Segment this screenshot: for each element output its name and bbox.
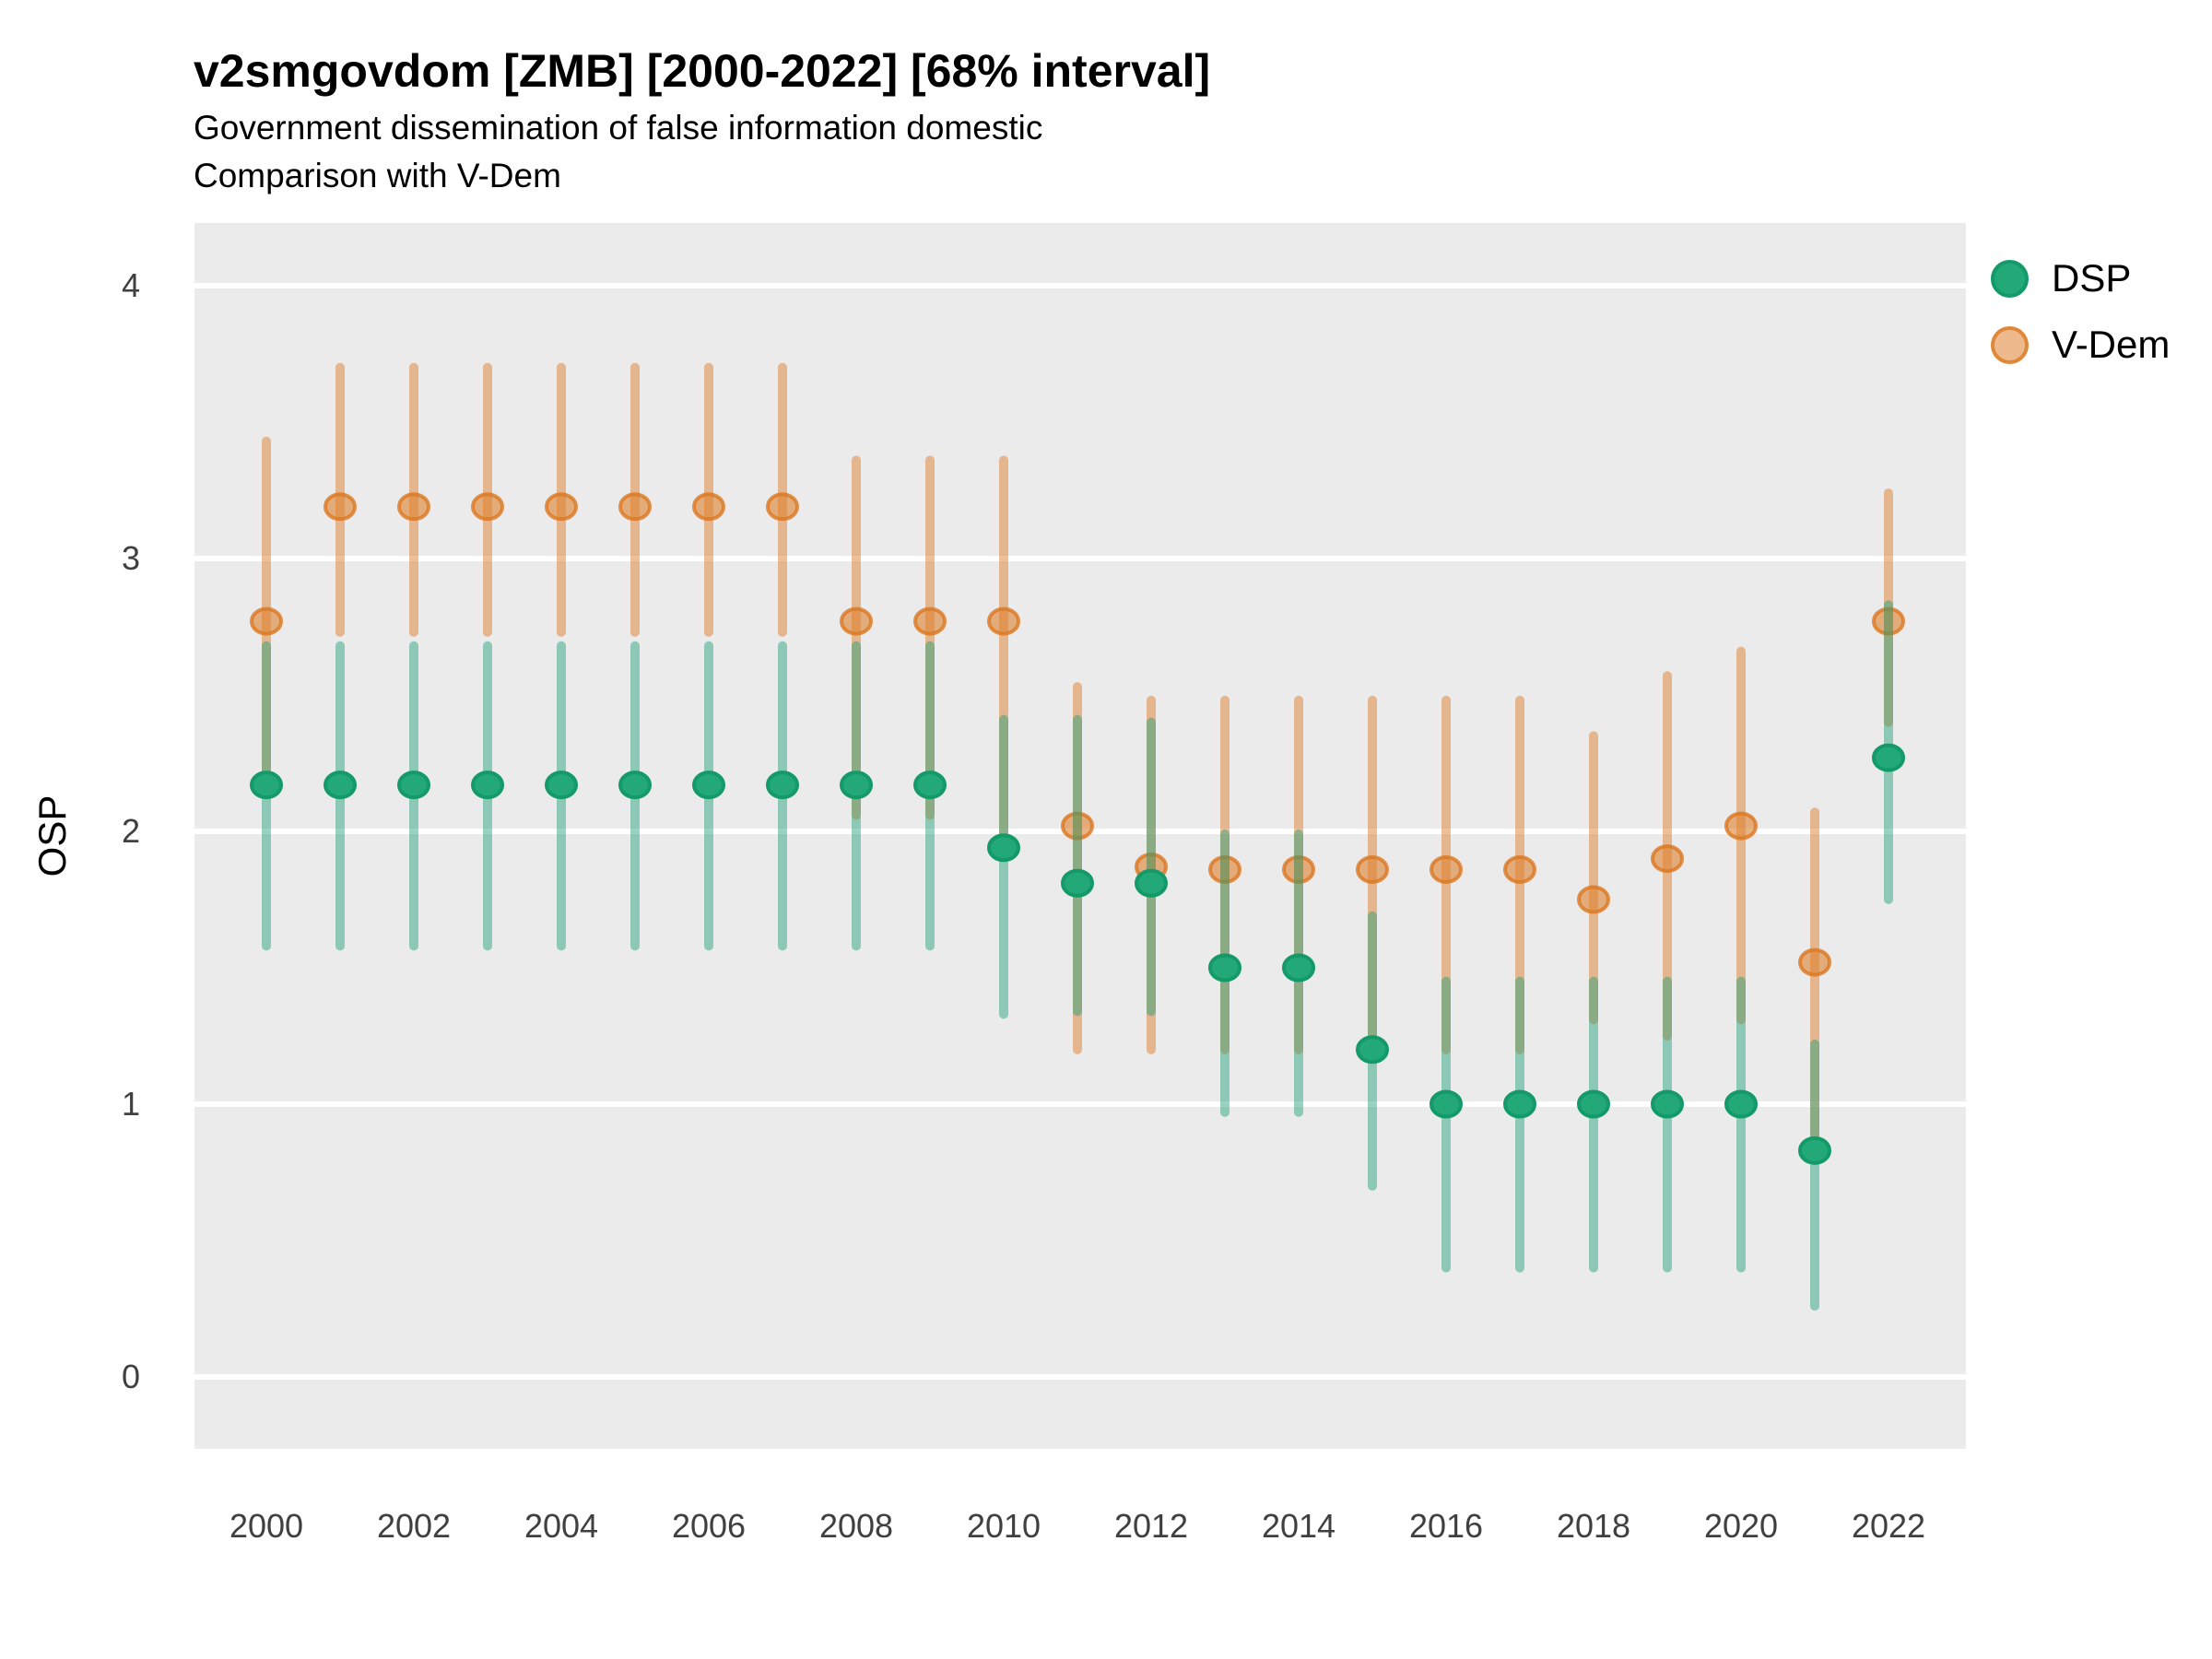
dsp-point-2002 (397, 771, 430, 800)
legend: DSP V-Dem (1991, 256, 2170, 389)
vdem-point-2015 (1356, 854, 1389, 884)
vdem-point-2004 (545, 492, 578, 522)
vdem-point-2008 (840, 606, 873, 636)
x-tick-label-2014: 2014 (1262, 1507, 1335, 1545)
vdem-point-2019 (1651, 844, 1684, 874)
dsp-point-2007 (766, 771, 799, 800)
vdem-point-2017 (1503, 854, 1536, 884)
x-tick-label-2004: 2004 (524, 1507, 598, 1545)
dsp-point-2010 (987, 833, 1020, 863)
dsp-point-2021 (1798, 1135, 1831, 1165)
x-tick-label-2000: 2000 (229, 1507, 303, 1545)
vdem-point-2018 (1577, 885, 1610, 914)
y-tick-label-1: 1 (122, 1085, 140, 1123)
dsp-point-2009 (913, 771, 947, 800)
vdem-point-2006 (692, 492, 725, 522)
chart-title: v2smgovdom [ZMB] [2000-2022] [68% interv… (194, 45, 1211, 97)
vdem-point-2014 (1282, 854, 1315, 884)
vdem-point-2016 (1430, 854, 1463, 884)
y-tick-label-3: 3 (122, 539, 140, 577)
vdem-point-2020 (1724, 811, 1758, 841)
x-tick-label-2002: 2002 (377, 1507, 451, 1545)
vdem-point-2003 (471, 492, 504, 522)
dsp-point-2005 (618, 771, 652, 800)
legend-label-vdem: V-Dem (2052, 323, 2171, 366)
dsp-point-2019 (1651, 1089, 1684, 1119)
dsp-point-2013 (1208, 953, 1241, 982)
dsp-point-2008 (840, 771, 873, 800)
vdem-point-icon (1991, 325, 2029, 364)
dsp-point-2003 (471, 771, 504, 800)
legend-item-dsp: DSP (1991, 256, 2170, 300)
dsp-point-2016 (1430, 1089, 1463, 1119)
dsp-point-2011 (1061, 868, 1094, 898)
vdem-point-2005 (618, 492, 652, 522)
vdem-point-2022 (1872, 606, 1905, 636)
dsp-point-2022 (1872, 743, 1905, 772)
vdem-point-2001 (324, 492, 357, 522)
y-tick-label-2: 2 (122, 812, 140, 850)
vdem-point-2021 (1798, 947, 1831, 977)
dsp-point-2020 (1724, 1089, 1758, 1119)
dsp-point-icon (1991, 259, 2029, 298)
x-tick-label-2010: 2010 (967, 1507, 1041, 1545)
y-tick-label-4: 4 (122, 266, 140, 304)
x-tick-label-2020: 2020 (1704, 1507, 1778, 1545)
x-tick-label-2018: 2018 (1557, 1507, 1630, 1545)
vdem-point-2013 (1208, 854, 1241, 884)
vdem-point-2002 (397, 492, 430, 522)
vdem-point-2009 (913, 606, 947, 636)
vdem-point-2010 (987, 606, 1020, 636)
dsp-point-2012 (1135, 868, 1168, 898)
x-tick-label-2012: 2012 (1114, 1507, 1188, 1545)
dsp-point-2001 (324, 771, 357, 800)
vdem-point-2000 (250, 606, 283, 636)
vdem-point-2011 (1061, 811, 1094, 841)
dsp-point-2015 (1356, 1035, 1389, 1065)
x-tick-label-2006: 2006 (672, 1507, 746, 1545)
legend-label-dsp: DSP (2052, 256, 2132, 300)
dsp-point-2000 (250, 771, 283, 800)
legend-item-vdem: V-Dem (1991, 323, 2170, 367)
chart-subtitle-line2: Comparison with V-Dem (194, 157, 561, 194)
dsp-point-2004 (545, 771, 578, 800)
dsp-point-2018 (1577, 1089, 1610, 1119)
x-tick-label-2022: 2022 (1852, 1507, 1925, 1545)
chart-subtitle-line1: Government dissemination of false inform… (194, 109, 1043, 147)
dsp-point-2014 (1282, 953, 1315, 982)
dsp-point-2017 (1503, 1089, 1536, 1119)
x-tick-label-2016: 2016 (1409, 1507, 1483, 1545)
vdem-point-2007 (766, 492, 799, 522)
x-tick-label-2008: 2008 (819, 1507, 893, 1545)
y-tick-label-0: 0 (122, 1358, 140, 1395)
dsp-point-2006 (692, 771, 725, 800)
